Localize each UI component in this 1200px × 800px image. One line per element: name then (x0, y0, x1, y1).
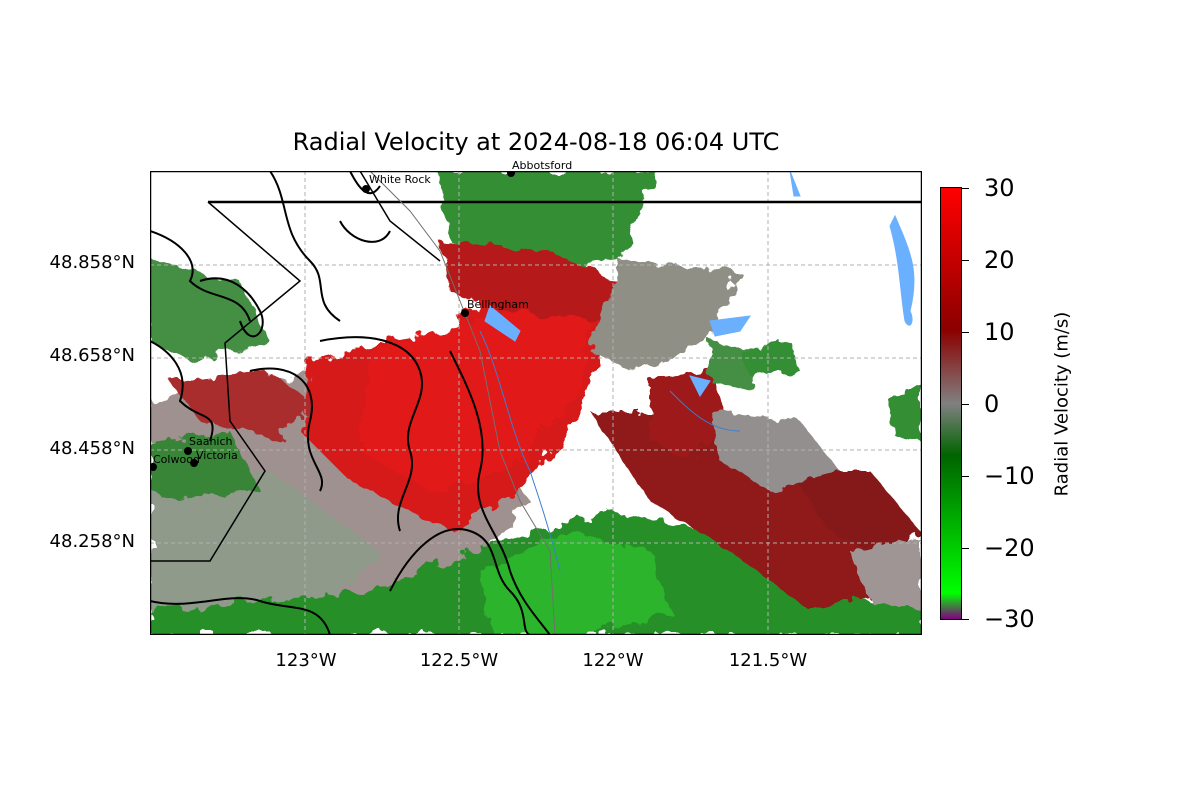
lon-tick-label: 122°W (582, 650, 644, 671)
lat-tick-label: 48.858°N (49, 252, 135, 273)
city-label-bellingham: Bellingham (467, 298, 529, 311)
radar-map (150, 171, 922, 635)
map-grid (150, 171, 922, 635)
coastlines (150, 171, 551, 635)
lat-tick-label: 48.258°N (49, 531, 135, 552)
colorbar-tick-mark (962, 332, 969, 333)
colorbar-tick-label: 0 (984, 390, 1000, 418)
city-label-saanich: Saanich (189, 435, 233, 448)
river-lines (479, 330, 741, 572)
colorbar-tick-label: 20 (984, 246, 1015, 274)
lon-tick-label: 121.5°W (728, 650, 808, 671)
colorbar-tick-label: 30 (984, 174, 1015, 202)
colorbar-tick-mark (962, 619, 969, 620)
city-label-colwood: Colwood (153, 453, 200, 466)
colorbar-tick-mark (962, 476, 969, 477)
colorbar-tick-mark (962, 404, 969, 405)
colorbar (940, 187, 962, 620)
city-markers (150, 171, 515, 471)
velocity-field (150, 171, 922, 635)
colorbar-tick-label: 10 (984, 318, 1015, 346)
political-borders (150, 171, 922, 562)
lat-tick-label: 48.458°N (49, 438, 135, 459)
colorbar-label: Radial Velocity (m/s) (1051, 311, 1073, 497)
city-label-white-rock: White Rock (369, 173, 431, 186)
city-label-victoria: Victoria (196, 449, 238, 462)
colorbar-tick-mark (962, 548, 969, 549)
highway-lines (369, 171, 556, 635)
colorbar-tick-mark (962, 188, 969, 189)
chart-title: Radial Velocity at 2024-08-18 06:04 UTC (292, 128, 780, 156)
colorbar-tick-mark (962, 260, 969, 261)
colorbar-tick-label: −30 (984, 605, 1035, 633)
city-label-abbotsford: Abbotsford (512, 159, 573, 172)
map-border (150, 171, 922, 635)
lon-tick-label: 122.5°W (419, 650, 499, 671)
lat-tick-label: 48.658°N (49, 345, 135, 366)
water-features (484, 171, 915, 397)
colorbar-tick-label: −10 (984, 462, 1035, 490)
colorbar-tick-label: −20 (984, 534, 1035, 562)
lon-tick-label: 123°W (275, 650, 337, 671)
